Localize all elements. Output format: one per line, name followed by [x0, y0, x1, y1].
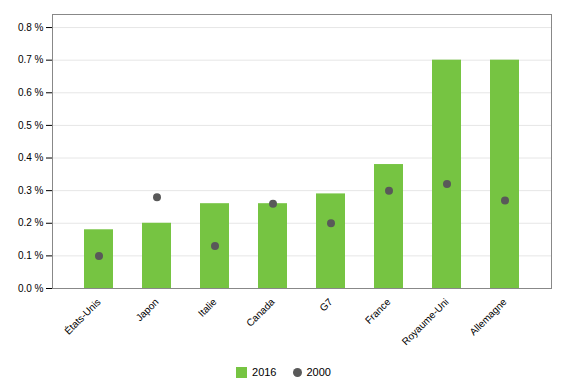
html-text:2016: 2016	[252, 366, 277, 378]
svg-text:États-Unis: États-Unis	[62, 296, 103, 337]
svg-text:0.4 %: 0.4 %	[18, 152, 44, 163]
svg-text:0.1 %: 0.1 %	[18, 250, 44, 261]
svg-text:0.2 %: 0.2 %	[18, 217, 44, 228]
svg-text:G7: G7	[317, 296, 335, 314]
html-text:2000: 2000	[306, 366, 331, 378]
svg-text:France: France	[363, 296, 393, 326]
svg-text:Royaume-Uni: Royaume-Uni	[400, 296, 451, 347]
svg-text:0.8 %: 0.8 %	[18, 22, 44, 33]
svg-text:0.5 %: 0.5 %	[18, 120, 44, 131]
svg-text:0.3 %: 0.3 %	[18, 185, 44, 196]
svg-text:Allemagne: Allemagne	[467, 296, 508, 337]
svg-text:0.0 %: 0.0 %	[18, 283, 44, 294]
svg-text:Italie: Italie	[196, 296, 219, 319]
svg-text:Canada: Canada	[244, 296, 277, 329]
svg-text:Japon: Japon	[134, 296, 161, 323]
svg-text:0.7 %: 0.7 %	[18, 54, 44, 65]
svg-text:0.6 %: 0.6 %	[18, 87, 44, 98]
